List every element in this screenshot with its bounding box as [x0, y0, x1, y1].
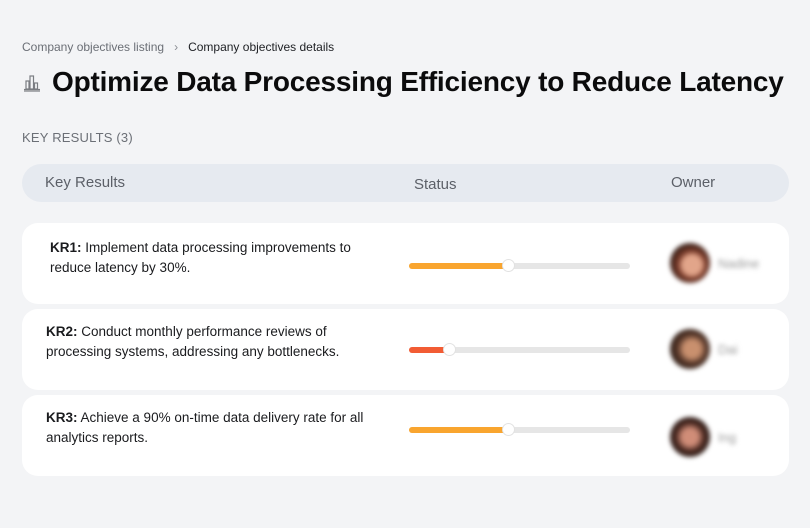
key-result-description: KR3: Achieve a 90% on-time data delivery… [46, 410, 364, 445]
owner-name: Ing [718, 429, 737, 445]
owner[interactable]: Nadine [670, 243, 759, 283]
progress-knob[interactable] [502, 423, 516, 436]
key-result-description: KR1: Implement data processing improveme… [50, 240, 351, 275]
avatar [670, 417, 710, 457]
progress-bar [409, 423, 630, 436]
bar-chart-buildings-icon [22, 72, 42, 92]
key-result-description: KR2: Conduct monthly performance reviews… [46, 324, 340, 359]
key-result-row[interactable]: KR3: Achieve a 90% on-time data delivery… [22, 395, 789, 476]
breadcrumb: Company objectives listing › Company obj… [22, 40, 334, 54]
owner-name: Dai [718, 341, 738, 357]
avatar [670, 329, 710, 369]
column-header-key-results: Key Results [45, 174, 126, 191]
key-result-id: KR1: [50, 240, 82, 255]
key-result-id: KR2: [46, 324, 78, 339]
column-header-owner: Owner [671, 174, 716, 191]
breadcrumb-link-listing[interactable]: Company objectives listing [22, 40, 165, 54]
key-result-id: KR3: [46, 410, 78, 425]
progress-fill [409, 347, 449, 353]
breadcrumb-current: Company objectives details [188, 40, 335, 54]
key-results-count-label: KEY RESULTS (3) [22, 130, 133, 145]
progress-knob[interactable] [442, 343, 456, 356]
progress-fill [409, 427, 509, 433]
owner[interactable]: Ing [670, 417, 736, 457]
progress-bar [409, 259, 630, 272]
table-header: Key Results Status Owner [22, 164, 789, 202]
owner[interactable]: Dai [670, 329, 738, 369]
progress-knob[interactable] [502, 259, 516, 272]
page-title: Optimize Data Processing Efficiency to R… [52, 66, 784, 97]
key-result-row[interactable]: KR2: Conduct monthly performance reviews… [22, 309, 789, 390]
chevron-right-icon: › [174, 40, 179, 54]
progress-bar [409, 343, 630, 356]
column-header-status: Status [414, 176, 457, 193]
key-result-row[interactable]: KR1: Implement data processing improveme… [22, 223, 789, 304]
avatar [670, 243, 710, 283]
owner-name: Nadine [718, 255, 760, 271]
title-row: Optimize Data Processing Efficiency to R… [22, 66, 784, 98]
progress-fill [409, 263, 509, 269]
